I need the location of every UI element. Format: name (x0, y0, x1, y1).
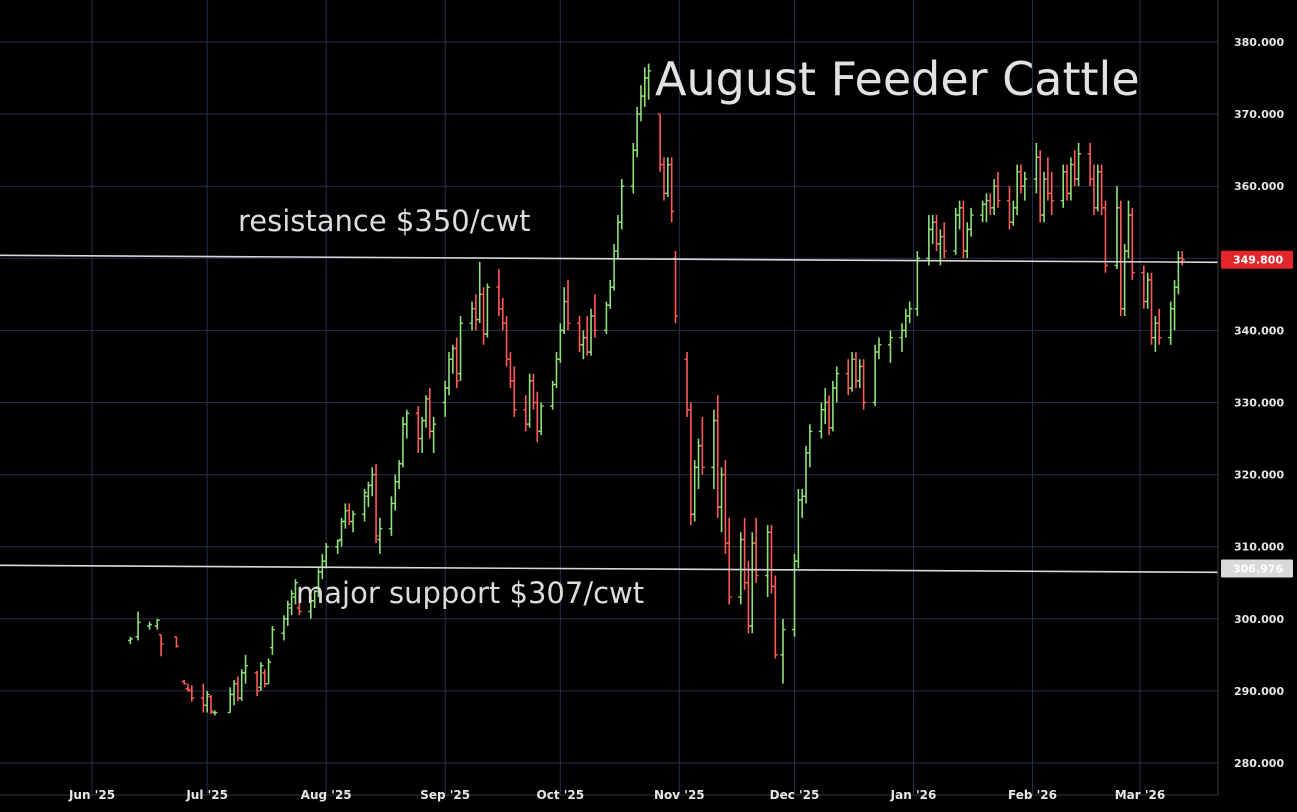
ohlc-bar (285, 600, 291, 627)
x-tick-label: Jun '25 (68, 788, 115, 802)
ohlc-bar (147, 621, 153, 630)
support-line (0, 564, 1219, 574)
ohlc-bar (726, 517, 732, 605)
y-tick-label: 370.000 (1234, 108, 1284, 121)
ohlc-bar (1129, 207, 1135, 280)
y-tick-label: 360.000 (1234, 180, 1284, 193)
ohlc-bar (592, 294, 598, 338)
ohlc-bar (995, 171, 1001, 208)
support-price-badge: 306.976 (1221, 559, 1293, 578)
ohlc-bar (258, 662, 264, 691)
x-tick-label: Mar '26 (1115, 788, 1166, 802)
ohlc-bar (208, 695, 214, 714)
ohlc-bar (565, 279, 571, 331)
price-badge-label: 349.800 (1233, 254, 1283, 267)
ohlc-bar (189, 685, 195, 702)
ohlc-bar (907, 301, 913, 324)
ohlc-bar (1102, 200, 1108, 273)
ohlc-bar (127, 636, 133, 645)
y-tick-label: 310.000 (1234, 541, 1284, 554)
x-tick-label: Feb '26 (1008, 788, 1057, 802)
ohlc-bar (861, 359, 867, 410)
resistance-annotation: resistance $350/cwt (238, 204, 531, 238)
ohlc-bar (887, 330, 893, 363)
price-badge-label: 306.976 (1233, 563, 1283, 576)
ohlc-bar (135, 611, 141, 641)
y-tick-label: 380.000 (1234, 36, 1284, 49)
resistance-line (0, 254, 1219, 264)
x-tick-label: Sep '25 (420, 788, 470, 802)
x-tick-label: Jan '26 (890, 788, 937, 802)
chart-title: August Feeder Cattle (655, 52, 1140, 106)
ohlc-bar (968, 207, 974, 237)
ohlc-bar (673, 251, 679, 324)
ohlc-bar (1179, 251, 1185, 266)
ohlc-bar (323, 543, 329, 569)
x-tick-label: Aug '25 (301, 788, 352, 802)
level-lines (0, 254, 1219, 574)
ohlc-bar (1049, 171, 1055, 216)
ohlc-bar (772, 575, 778, 659)
ohlc-bar (753, 517, 759, 583)
ohlc-bar (458, 315, 464, 381)
ohlc-bar (699, 416, 705, 475)
x-axis: Jun '25 Jul '25 Aug '25 Sep '25 Oct '25 Nov '… (0, 788, 1218, 802)
ohlc-bar (1022, 171, 1028, 201)
ohlc-bar (204, 690, 210, 713)
ohlc-bar (404, 409, 410, 439)
ohlc-bar (185, 683, 191, 692)
ohlc-bar (619, 178, 625, 230)
ohlc-bar (350, 510, 356, 533)
ohlc-bar (181, 680, 187, 685)
ohlc-bar (158, 633, 164, 657)
ohlc-bar (212, 710, 218, 716)
x-tick-label: Oct '25 (537, 788, 585, 802)
ohlc-bar (834, 366, 840, 403)
ohlc-bar (669, 157, 675, 223)
ohlc-bar (431, 416, 437, 453)
x-tick-label: Jul '25 (185, 788, 228, 802)
ohlc-bar (362, 489, 368, 522)
ohlc-bar (914, 251, 920, 316)
ohlc-bar (154, 618, 160, 630)
y-tick-label: 300.000 (1234, 613, 1284, 626)
ohlc-bar (266, 658, 272, 685)
gridlines (0, 0, 1218, 795)
last-price-badge: 349.800 (1221, 250, 1293, 269)
ohlc-bar (292, 579, 298, 605)
ohlc-bar (646, 63, 652, 100)
ohlc-bar (296, 593, 302, 616)
ohlc-bar (941, 222, 947, 259)
ohlc-bar (538, 402, 544, 435)
y-tick-label: 280.000 (1234, 757, 1284, 770)
ohlc-bar (511, 366, 517, 417)
support-annotation: major support $307/cwt (296, 576, 644, 610)
ohlc-bar (1076, 142, 1082, 187)
ohlc-bar (1156, 308, 1162, 345)
ohlc-bar (335, 539, 341, 554)
ohlc-bar (269, 626, 275, 655)
y-tick-label: 340.000 (1234, 324, 1284, 337)
ohlc-bar (780, 618, 786, 684)
ohlc-bar (807, 424, 813, 468)
ohlc-bar (484, 283, 490, 338)
ohlc-bar (876, 337, 882, 360)
y-axis: 280.000 290.000 300.000 310.000 320.000 330.0… (1217, 0, 1293, 795)
ohlc-bars (127, 63, 1185, 716)
ohlc-bar (243, 654, 249, 684)
y-tick-label: 290.000 (1234, 685, 1284, 698)
ohlc-bar (254, 670, 260, 696)
y-tick-label: 320.000 (1234, 469, 1284, 482)
ohlc-bar (377, 517, 383, 554)
ohlc-bar (373, 463, 379, 544)
ohlc-bar (454, 337, 460, 389)
ohlc-bar (173, 636, 179, 648)
y-tick-label: 330.000 (1234, 397, 1284, 410)
x-tick-label: Nov '25 (654, 788, 705, 802)
x-tick-label: Dec '25 (770, 788, 820, 802)
ohlc-bar (289, 589, 295, 616)
